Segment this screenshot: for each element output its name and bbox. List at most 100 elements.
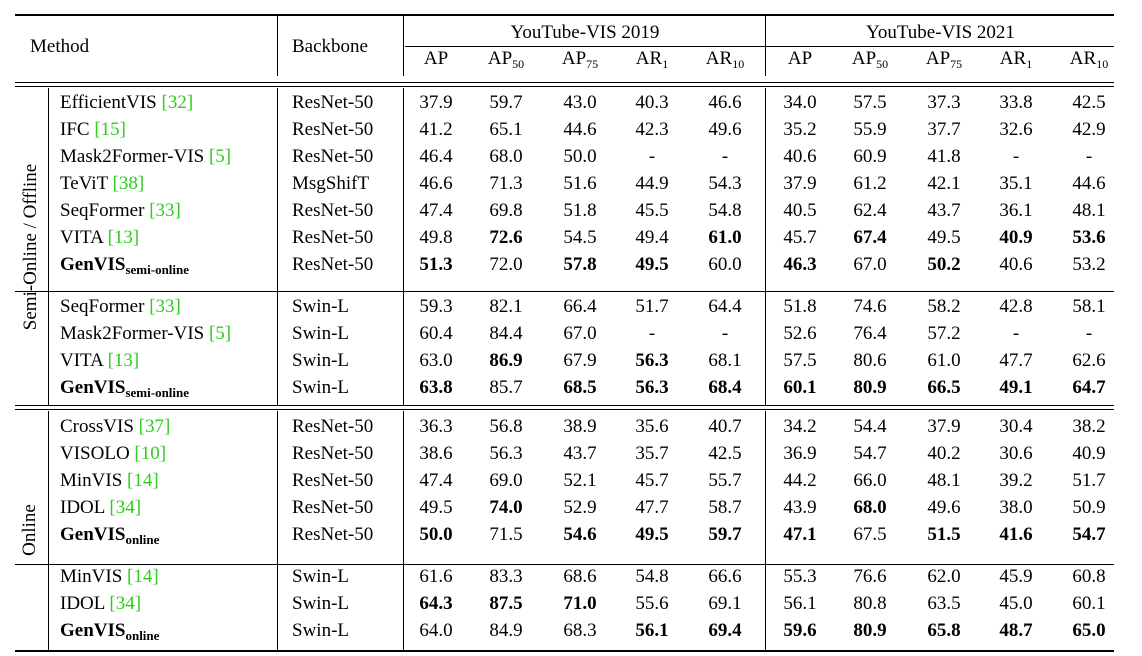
metric-value: 66.5: [927, 377, 961, 398]
method-name: MinVIS [14]: [60, 566, 159, 588]
method-subscript: online: [125, 532, 160, 547]
citation-link[interactable]: [13]: [107, 227, 140, 248]
metric-value: 56.1: [635, 620, 669, 641]
metric-value: 43.7: [563, 443, 597, 464]
metric-value: 57.5: [853, 92, 887, 113]
metric-value: 63.0: [419, 350, 453, 371]
metric-value: 37.9: [783, 173, 817, 194]
metric-value: 41.6: [999, 524, 1033, 545]
metric-value: 65.1: [489, 119, 523, 140]
backbone-name: ResNet-50: [292, 200, 374, 221]
method-label: MinVIS: [60, 470, 123, 491]
metric-value: 83.3: [489, 566, 523, 587]
group-label-online: Online: [19, 504, 40, 556]
metric-value: 60.4: [419, 323, 453, 344]
citation-link[interactable]: [15]: [94, 119, 126, 140]
metric-value: 49.6: [708, 119, 742, 140]
metric-value: 30.6: [999, 443, 1033, 464]
citation-link[interactable]: [5]: [208, 323, 232, 344]
metric-value: 49.4: [635, 227, 669, 248]
metric-value: 40.3: [635, 92, 669, 113]
metric-value: 40.5: [783, 200, 817, 221]
backbone-name: Swin-L: [292, 620, 349, 641]
column-divider: [765, 88, 766, 291]
metric-value: 40.9: [999, 227, 1033, 248]
citation-link[interactable]: [33]: [149, 200, 181, 221]
citation-link[interactable]: [32]: [161, 92, 194, 113]
metric-value: 37.3: [927, 92, 961, 113]
citation-link[interactable]: [33]: [149, 296, 181, 317]
citation-link[interactable]: [14]: [127, 470, 159, 491]
metric-value: 40.9: [1072, 443, 1106, 464]
citation-link[interactable]: [14]: [127, 566, 159, 587]
method-name: GenVISonline: [60, 524, 159, 546]
metric-value: 63.5: [927, 593, 961, 614]
method-name: GenVISsemi-online: [60, 377, 189, 399]
metric-value: 51.6: [563, 173, 597, 194]
method-name: VISOLO [10]: [60, 443, 166, 465]
metric-value: 45.7: [783, 227, 817, 248]
metric-value: 67.5: [853, 524, 887, 545]
metric-value: 51.5: [927, 524, 961, 545]
backbone-name: ResNet-50: [292, 227, 374, 248]
metric-value: 55.3: [783, 566, 817, 587]
metric-subscript: 1: [662, 57, 669, 71]
metric-value: 68.1: [708, 350, 742, 371]
metric-value: 36.9: [783, 443, 817, 464]
metric-subscript: 10: [732, 57, 745, 71]
column-divider: [765, 565, 766, 650]
backbone-name: ResNet-50: [292, 497, 374, 518]
citation-link[interactable]: [10]: [134, 443, 167, 464]
citation-link[interactable]: [13]: [107, 350, 140, 371]
header-dataset-2021: YouTube-VIS 2021: [866, 22, 1015, 43]
metric-value: 37.7: [927, 119, 961, 140]
backbone-name: ResNet-50: [292, 92, 374, 113]
citation-link[interactable]: [5]: [208, 146, 232, 167]
metric-value: 44.9: [635, 173, 669, 194]
method-name: VITA [13]: [60, 350, 139, 372]
method-subscript: online: [125, 628, 160, 643]
metric-value: 72.0: [489, 254, 523, 275]
metric-value: 69.0: [489, 470, 523, 491]
metric-value: 47.7: [999, 350, 1033, 371]
metric-value: 47.4: [419, 470, 453, 491]
citation-link[interactable]: [38]: [112, 173, 145, 194]
metric-base: AP: [487, 48, 513, 69]
citation-link[interactable]: [34]: [109, 593, 142, 614]
column-divider: [48, 411, 49, 564]
metric-value: 38.6: [419, 443, 453, 464]
method-label: IDOL: [60, 593, 105, 614]
metric-value: 60.1: [1072, 593, 1106, 614]
metric-value: 59.3: [419, 296, 453, 317]
table-rule: [15, 291, 1114, 292]
method-label: GenVIS: [60, 524, 126, 545]
column-divider: [277, 16, 278, 76]
metric-value: 54.8: [708, 200, 742, 221]
metric-value: 34.0: [783, 92, 817, 113]
metric-value: 80.8: [853, 593, 887, 614]
metric-value: 64.3: [419, 593, 453, 614]
metric-value: 50.9: [1072, 497, 1106, 518]
metric-value: 52.1: [563, 470, 597, 491]
metric-value: 35.2: [783, 119, 817, 140]
metric-value: 47.4: [419, 200, 453, 221]
metric-value: 49.5: [419, 497, 453, 518]
method-label: CrossVIS: [60, 416, 134, 437]
metric-value: 55.6: [635, 593, 669, 614]
citation-link[interactable]: [37]: [138, 416, 171, 437]
metric-value: -: [1012, 323, 1020, 344]
metric-value: 49.5: [927, 227, 961, 248]
metric-value: 49.5: [635, 254, 669, 275]
metric-value: 67.0: [563, 323, 597, 344]
metric-value: 59.6: [783, 620, 817, 641]
method-label: SeqFormer: [60, 296, 145, 317]
metric-value: -: [1085, 323, 1093, 344]
metric-base: AR: [1069, 48, 1097, 69]
metric-value: 64.0: [419, 620, 453, 641]
metric-value: 87.5: [489, 593, 523, 614]
method-label: GenVIS: [60, 377, 126, 398]
metric-value: 62.0: [927, 566, 961, 587]
metric-value: 80.9: [853, 377, 887, 398]
citation-link[interactable]: [34]: [109, 497, 142, 518]
method-subscript: semi-online: [125, 385, 190, 400]
